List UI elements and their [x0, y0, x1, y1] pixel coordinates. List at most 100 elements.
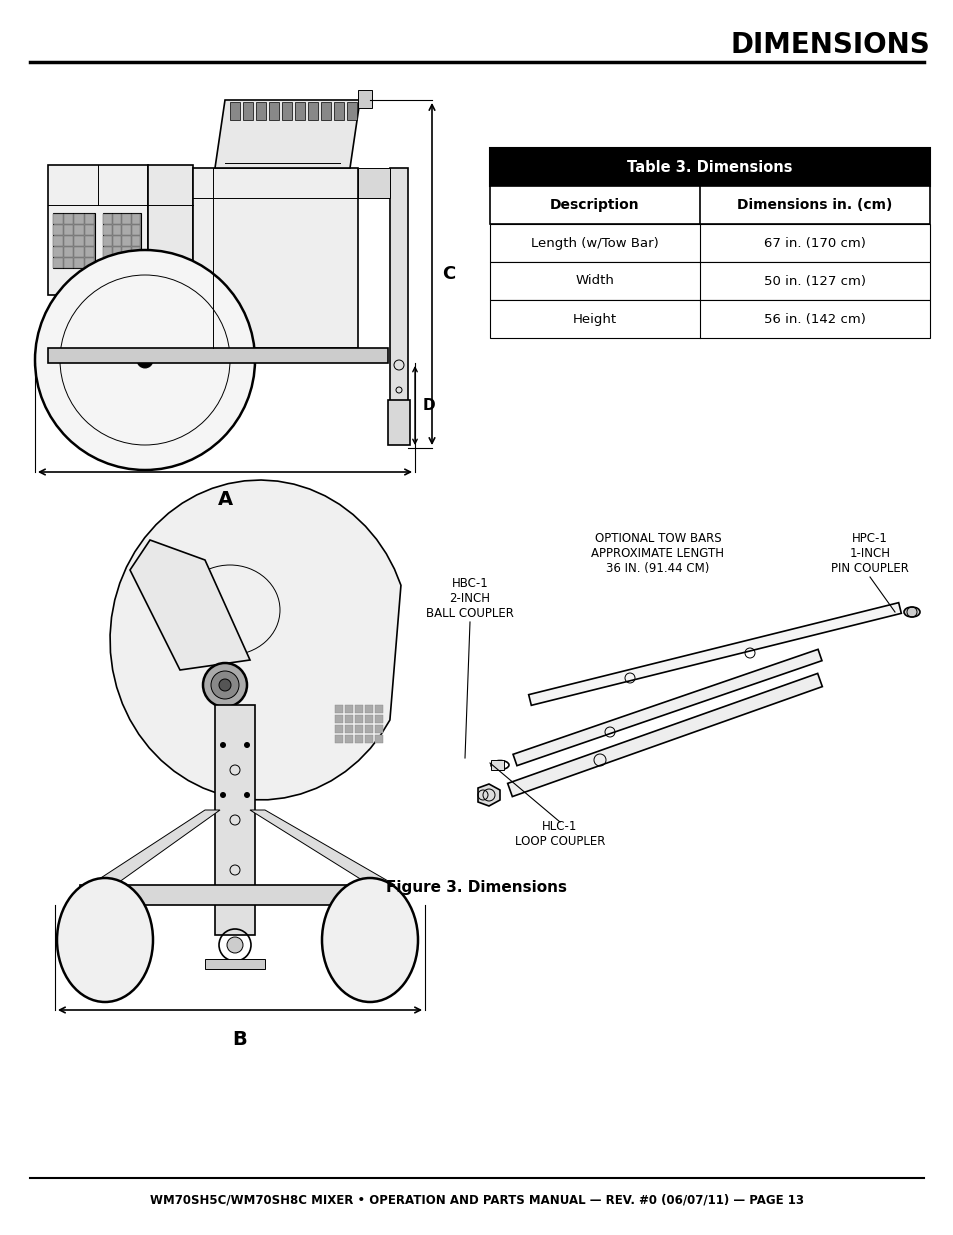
- Bar: [375, 735, 382, 743]
- Polygon shape: [214, 100, 359, 168]
- Bar: [80, 885, 390, 905]
- Bar: [132, 225, 140, 235]
- Bar: [122, 236, 131, 246]
- Bar: [308, 103, 317, 120]
- Text: WM70SH5C/WM70SH8C MIXER • OPERATION AND PARTS MANUAL — REV. #0 (06/07/11) — PAGE: WM70SH5C/WM70SH8C MIXER • OPERATION AND …: [150, 1193, 803, 1207]
- Bar: [103, 225, 112, 235]
- Bar: [335, 715, 343, 722]
- Circle shape: [220, 792, 226, 798]
- Text: Length (w/Tow Bar): Length (w/Tow Bar): [531, 236, 659, 249]
- Bar: [390, 168, 408, 429]
- Bar: [193, 168, 357, 348]
- Text: Height: Height: [573, 312, 617, 326]
- Circle shape: [220, 742, 226, 748]
- Polygon shape: [491, 760, 503, 769]
- Bar: [132, 258, 140, 268]
- Bar: [334, 103, 344, 120]
- Bar: [335, 705, 343, 713]
- Bar: [64, 236, 73, 246]
- Text: DIMENSIONS: DIMENSIONS: [729, 31, 929, 59]
- Bar: [112, 236, 121, 246]
- Bar: [132, 214, 140, 224]
- Bar: [103, 214, 112, 224]
- Bar: [320, 103, 331, 120]
- Text: HLC-1
LOOP COUPLER: HLC-1 LOOP COUPLER: [515, 820, 604, 848]
- Bar: [282, 103, 292, 120]
- Bar: [355, 705, 363, 713]
- Bar: [355, 715, 363, 722]
- Bar: [347, 103, 356, 120]
- Bar: [53, 236, 63, 246]
- Bar: [48, 165, 148, 295]
- Circle shape: [227, 937, 243, 953]
- Bar: [74, 225, 84, 235]
- Bar: [213, 348, 253, 368]
- Bar: [48, 348, 388, 363]
- Bar: [148, 165, 193, 295]
- Bar: [388, 400, 410, 445]
- Bar: [103, 258, 112, 268]
- Bar: [490, 186, 929, 224]
- Bar: [365, 705, 373, 713]
- Bar: [355, 735, 363, 743]
- Bar: [230, 103, 240, 120]
- Ellipse shape: [903, 606, 919, 618]
- Bar: [103, 212, 141, 268]
- Circle shape: [219, 679, 231, 692]
- Bar: [122, 258, 131, 268]
- Text: A: A: [217, 490, 233, 509]
- Ellipse shape: [57, 878, 152, 1002]
- Circle shape: [244, 792, 250, 798]
- Bar: [375, 715, 382, 722]
- Polygon shape: [528, 603, 901, 705]
- Bar: [357, 168, 390, 198]
- Bar: [74, 258, 84, 268]
- Bar: [490, 300, 929, 338]
- Text: Dimensions in. (cm): Dimensions in. (cm): [737, 198, 892, 212]
- Text: Figure 3. Dimensions: Figure 3. Dimensions: [386, 881, 567, 895]
- Bar: [269, 103, 278, 120]
- Bar: [345, 725, 353, 734]
- Bar: [64, 247, 73, 257]
- Bar: [345, 715, 353, 722]
- Bar: [294, 103, 305, 120]
- Bar: [365, 735, 373, 743]
- Bar: [85, 247, 94, 257]
- Bar: [357, 90, 372, 107]
- Text: HPC-1
1-INCH
PIN COUPLER: HPC-1 1-INCH PIN COUPLER: [830, 532, 908, 576]
- Polygon shape: [477, 784, 499, 806]
- Text: Table 3. Dimensions: Table 3. Dimensions: [626, 159, 792, 174]
- Polygon shape: [513, 650, 821, 766]
- Bar: [103, 247, 112, 257]
- Bar: [365, 725, 373, 734]
- Bar: [85, 258, 94, 268]
- Bar: [355, 725, 363, 734]
- Bar: [53, 258, 63, 268]
- Bar: [345, 735, 353, 743]
- Bar: [375, 725, 382, 734]
- Bar: [74, 214, 84, 224]
- Bar: [112, 258, 121, 268]
- Bar: [74, 236, 84, 246]
- Text: Width: Width: [575, 274, 614, 288]
- Bar: [490, 224, 929, 262]
- Bar: [53, 214, 63, 224]
- Text: 67 in. (170 cm): 67 in. (170 cm): [763, 236, 865, 249]
- Polygon shape: [90, 810, 220, 885]
- Bar: [112, 214, 121, 224]
- Bar: [132, 247, 140, 257]
- Bar: [53, 212, 95, 268]
- Bar: [490, 148, 929, 186]
- Circle shape: [203, 663, 247, 706]
- Bar: [335, 735, 343, 743]
- Bar: [85, 236, 94, 246]
- Bar: [243, 103, 253, 120]
- Circle shape: [211, 671, 239, 699]
- Bar: [112, 225, 121, 235]
- Text: 50 in. (127 cm): 50 in. (127 cm): [763, 274, 865, 288]
- Bar: [85, 225, 94, 235]
- Bar: [255, 103, 266, 120]
- Bar: [122, 225, 131, 235]
- Bar: [74, 247, 84, 257]
- Text: Description: Description: [550, 198, 639, 212]
